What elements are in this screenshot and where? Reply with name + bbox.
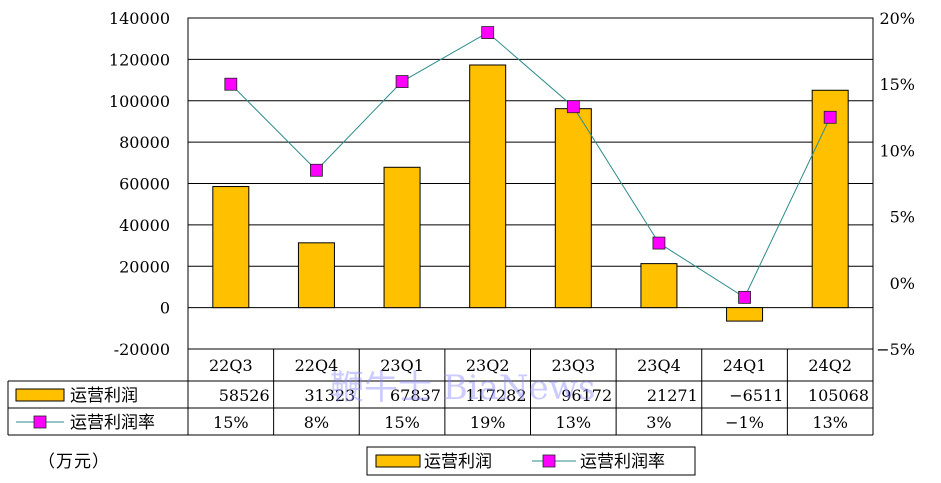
table-cell: 19%	[470, 413, 506, 432]
legend-key-marker	[542, 454, 556, 468]
y-left-tick-label: 120000	[109, 50, 170, 69]
line-marker	[566, 100, 580, 114]
table-key-bar	[15, 388, 65, 402]
x-tick-label: 23Q4	[637, 356, 681, 375]
y-right-tick-label: 10%	[879, 141, 915, 160]
y-right-tick-label: −5%	[876, 340, 915, 359]
legend-label: 运营利润率	[580, 452, 665, 472]
bar	[726, 307, 764, 322]
bar	[297, 242, 335, 309]
line-marker	[395, 75, 409, 88]
table-cell: 15%	[213, 413, 249, 432]
table-cell: 8%	[304, 413, 329, 432]
table-cell: 15%	[384, 413, 420, 432]
x-tick-label: 22Q3	[209, 356, 253, 375]
y-left-tick-label: -20000	[114, 340, 170, 359]
table-cell: 21271	[647, 386, 698, 405]
line-marker	[823, 110, 837, 124]
table-cell: 105068	[808, 386, 869, 405]
x-tick-label: 23Q1	[380, 356, 424, 375]
y-left-tick-label: 20000	[119, 257, 170, 276]
table-cell: 58526	[219, 386, 270, 405]
table-cell: 13%	[556, 413, 592, 432]
line-marker	[481, 26, 495, 39]
y-left-tick-label: 0	[160, 299, 170, 318]
line-marker	[738, 290, 751, 304]
y-left-tick-label: 40000	[119, 216, 170, 235]
table-row-label: 运营利润	[70, 386, 138, 406]
y-right-tick-label: 5%	[890, 208, 915, 227]
table-row-label: 运营利润率	[70, 413, 155, 433]
unit-label: （万元）	[38, 452, 110, 472]
watermark: 鞭牛士 BiaNews	[330, 368, 596, 408]
table-cell: 117282	[465, 386, 526, 405]
x-tick-label: 23Q2	[466, 356, 510, 375]
y-right-tick-label: 0%	[890, 274, 915, 293]
line-series	[230, 31, 831, 299]
bar	[640, 263, 678, 309]
table-key-marker	[33, 415, 47, 429]
y-left-tick-label: 100000	[109, 92, 170, 111]
table-cell: 31323	[304, 386, 355, 405]
y-left-tick-label: 80000	[119, 133, 170, 152]
line-marker	[310, 163, 323, 177]
table-cell: −1%	[725, 413, 764, 432]
legend-key-bar	[375, 454, 421, 468]
legend-label: 运营利润	[424, 452, 492, 472]
x-tick-label: 24Q1	[723, 356, 767, 375]
bar	[383, 166, 421, 309]
y-left-tick-label: 60000	[119, 175, 170, 194]
table-cell: 67837	[390, 386, 441, 405]
bar	[469, 64, 507, 309]
table-cell: −6511	[729, 386, 783, 405]
y-left-tick-label: 140000	[109, 9, 170, 28]
table-cell: 13%	[812, 413, 848, 432]
bar	[811, 89, 849, 309]
bar	[212, 186, 250, 309]
x-tick-label: 22Q4	[295, 356, 339, 375]
line-marker	[652, 236, 666, 250]
table-cell: 3%	[646, 413, 671, 432]
y-right-tick-label: 15%	[879, 75, 915, 94]
bar	[554, 108, 592, 309]
line-marker	[224, 77, 238, 91]
table-cell: 96172	[561, 386, 612, 405]
y-right-tick-label: 20%	[879, 9, 915, 28]
x-tick-label: 23Q3	[551, 356, 595, 375]
x-tick-label: 24Q2	[808, 356, 852, 375]
legend-box	[366, 446, 696, 476]
